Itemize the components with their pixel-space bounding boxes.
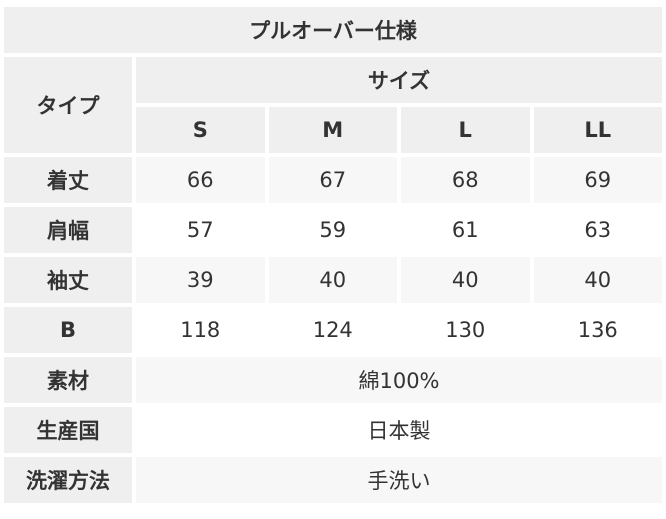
cell: 61 — [401, 207, 530, 253]
cell: 40 — [401, 257, 530, 303]
table-row: 肩幅 57 59 61 63 — [4, 207, 662, 253]
info-row: 洗濯方法 手洗い — [4, 457, 662, 503]
row-label: 肩幅 — [4, 207, 132, 253]
cell: 63 — [533, 207, 662, 253]
cell: 136 — [533, 307, 662, 353]
row-label: 袖丈 — [4, 257, 132, 303]
info-row: 生産国 日本製 — [4, 407, 662, 453]
cell: 67 — [268, 157, 397, 203]
row-label: 生産国 — [4, 407, 132, 453]
size-ll: LL — [533, 107, 662, 153]
row-label: 着丈 — [4, 157, 132, 203]
size-s: S — [136, 107, 265, 153]
title-row: プルオーバー仕様 — [4, 7, 662, 53]
size-m: M — [268, 107, 397, 153]
info-row: 素材 綿100% — [4, 357, 662, 403]
cell: 130 — [401, 307, 530, 353]
cell: 59 — [268, 207, 397, 253]
size-header-row: タイプ サイズ — [4, 57, 662, 153]
row-label: 洗濯方法 — [4, 457, 132, 503]
spec-table: プルオーバー仕様 タイプ サイズ S M L LL 着丈 66 67 68 69… — [0, 3, 666, 507]
cell: 66 — [136, 157, 265, 203]
cell: 手洗い — [136, 457, 662, 503]
cell: 綿100% — [136, 357, 662, 403]
cell: 40 — [268, 257, 397, 303]
cell: 69 — [533, 157, 662, 203]
size-l: L — [401, 107, 530, 153]
row-label: 素材 — [4, 357, 132, 403]
cell: 39 — [136, 257, 265, 303]
type-header: タイプ — [4, 57, 132, 153]
cell: 日本製 — [136, 407, 662, 453]
cell: 118 — [136, 307, 265, 353]
cell: 124 — [268, 307, 397, 353]
size-names-row: S M L LL — [4, 107, 662, 153]
table-row: B 118 124 130 136 — [4, 307, 662, 353]
row-label: B — [4, 307, 132, 353]
table-row: 着丈 66 67 68 69 — [4, 157, 662, 203]
size-header: サイズ — [136, 57, 662, 103]
table-title: プルオーバー仕様 — [4, 7, 662, 53]
cell: 68 — [401, 157, 530, 203]
cell: 40 — [533, 257, 662, 303]
cell: 57 — [136, 207, 265, 253]
table-row: 袖丈 39 40 40 40 — [4, 257, 662, 303]
